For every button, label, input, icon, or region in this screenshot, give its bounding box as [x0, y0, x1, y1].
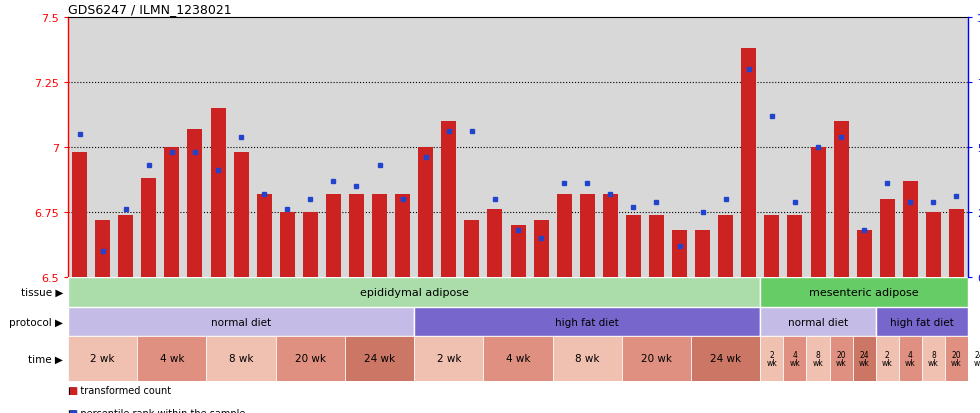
Bar — [649, 215, 664, 277]
Text: 8
wk: 8 wk — [812, 350, 823, 367]
Bar — [622, 336, 691, 381]
Bar — [580, 195, 595, 277]
Bar — [829, 336, 853, 381]
Text: ■ percentile rank within the sample: ■ percentile rank within the sample — [68, 408, 245, 413]
Bar — [395, 195, 410, 277]
Bar — [326, 195, 341, 277]
Text: 4 wk: 4 wk — [160, 354, 184, 363]
Bar — [257, 195, 271, 277]
Text: 20
wk: 20 wk — [951, 350, 961, 367]
Bar — [465, 220, 479, 277]
Bar — [487, 210, 503, 277]
Text: 8 wk: 8 wk — [228, 354, 253, 363]
Text: 24
wk: 24 wk — [974, 350, 980, 367]
Bar — [853, 336, 876, 381]
Text: ■ transformed count: ■ transformed count — [68, 385, 172, 395]
Bar — [760, 277, 968, 307]
Text: 24
wk: 24 wk — [858, 350, 869, 367]
Bar — [949, 210, 964, 277]
Bar — [903, 181, 918, 277]
Bar — [787, 215, 803, 277]
Text: time ▶: time ▶ — [28, 354, 63, 363]
Text: high fat diet: high fat diet — [890, 317, 954, 327]
Bar — [279, 212, 295, 277]
Bar — [95, 220, 110, 277]
Text: 4
wk: 4 wk — [790, 350, 801, 367]
Text: GDS6247 / ILMN_1238021: GDS6247 / ILMN_1238021 — [68, 3, 231, 16]
Bar — [372, 195, 387, 277]
Bar — [233, 153, 249, 277]
Bar — [345, 336, 415, 381]
Text: tissue ▶: tissue ▶ — [21, 287, 63, 297]
Bar — [418, 147, 433, 277]
Bar — [783, 336, 807, 381]
Bar — [880, 199, 895, 277]
Bar — [945, 336, 968, 381]
Text: 20 wk: 20 wk — [295, 354, 325, 363]
Bar — [899, 336, 922, 381]
Bar — [557, 195, 571, 277]
Bar — [922, 336, 945, 381]
Bar — [207, 336, 275, 381]
Text: mesenteric adipose: mesenteric adipose — [809, 287, 919, 297]
Bar — [926, 212, 941, 277]
Bar — [760, 336, 783, 381]
Bar — [441, 122, 457, 277]
Bar — [691, 336, 760, 381]
Text: 2 wk: 2 wk — [436, 354, 461, 363]
Text: 4 wk: 4 wk — [506, 354, 530, 363]
Bar — [68, 336, 137, 381]
Text: 2
wk: 2 wk — [766, 350, 777, 367]
Bar — [695, 230, 710, 277]
Text: ■: ■ — [68, 385, 77, 395]
Bar — [834, 122, 849, 277]
Bar — [187, 130, 203, 277]
Bar — [626, 215, 641, 277]
Bar — [68, 307, 415, 336]
Bar — [415, 336, 483, 381]
Bar — [137, 336, 207, 381]
Bar — [876, 307, 968, 336]
Bar — [741, 49, 757, 277]
Bar — [968, 336, 980, 381]
Bar — [760, 307, 876, 336]
Text: 20 wk: 20 wk — [641, 354, 672, 363]
Bar — [165, 147, 179, 277]
Text: 24 wk: 24 wk — [710, 354, 741, 363]
Text: ■: ■ — [68, 408, 77, 413]
Text: normal diet: normal diet — [211, 317, 271, 327]
Text: protocol ▶: protocol ▶ — [9, 317, 63, 327]
Bar — [718, 215, 733, 277]
Text: 8
wk: 8 wk — [928, 350, 939, 367]
Text: 4
wk: 4 wk — [905, 350, 915, 367]
Bar — [553, 336, 622, 381]
Text: normal diet: normal diet — [788, 317, 848, 327]
Text: 8 wk: 8 wk — [575, 354, 600, 363]
Bar — [857, 230, 871, 277]
Bar — [876, 336, 899, 381]
Bar — [533, 220, 549, 277]
Bar — [73, 153, 87, 277]
Bar — [810, 147, 825, 277]
Bar — [349, 195, 364, 277]
Bar — [807, 336, 829, 381]
Bar — [483, 336, 553, 381]
Bar — [303, 212, 318, 277]
Bar — [511, 225, 525, 277]
Bar — [275, 336, 345, 381]
Bar — [141, 179, 156, 277]
Bar — [415, 307, 760, 336]
Text: 24 wk: 24 wk — [364, 354, 395, 363]
Bar — [672, 230, 687, 277]
Bar — [119, 215, 133, 277]
Bar — [211, 109, 225, 277]
Bar — [603, 195, 617, 277]
Text: 2 wk: 2 wk — [90, 354, 115, 363]
Text: 20
wk: 20 wk — [836, 350, 847, 367]
Text: high fat diet: high fat diet — [556, 317, 619, 327]
Text: epididymal adipose: epididymal adipose — [360, 287, 468, 297]
Bar — [764, 215, 779, 277]
Text: 2
wk: 2 wk — [882, 350, 893, 367]
Bar — [68, 277, 760, 307]
